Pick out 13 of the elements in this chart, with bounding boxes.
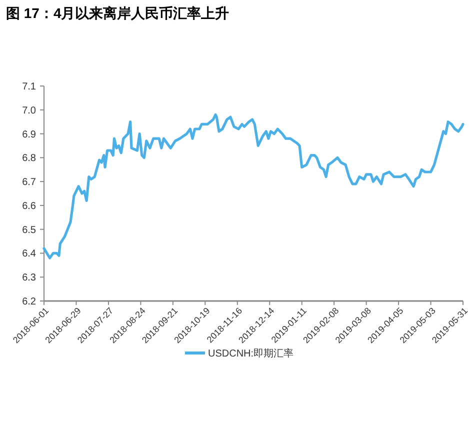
y-tick-label: 6.9 xyxy=(22,129,36,140)
y-tick-label: 6.2 xyxy=(22,296,36,308)
y-tick-label: 6.3 xyxy=(22,272,36,284)
chart-title: 图 17：4月以来离岸人民币汇率上升 xyxy=(6,5,230,21)
y-tick-label: 6.7 xyxy=(22,177,36,188)
legend-label: USDCNH:即期汇率 xyxy=(208,348,294,360)
line-series xyxy=(42,113,464,260)
y-tick-label: 6.6 xyxy=(22,200,36,212)
y-tick-label: 6.8 xyxy=(22,153,36,164)
y-tick-label: 6.4 xyxy=(22,248,36,260)
y-tick-label: 7.0 xyxy=(22,105,36,116)
y-tick-label: 7.1 xyxy=(22,82,36,92)
y-tick-label: 6.5 xyxy=(22,224,36,236)
